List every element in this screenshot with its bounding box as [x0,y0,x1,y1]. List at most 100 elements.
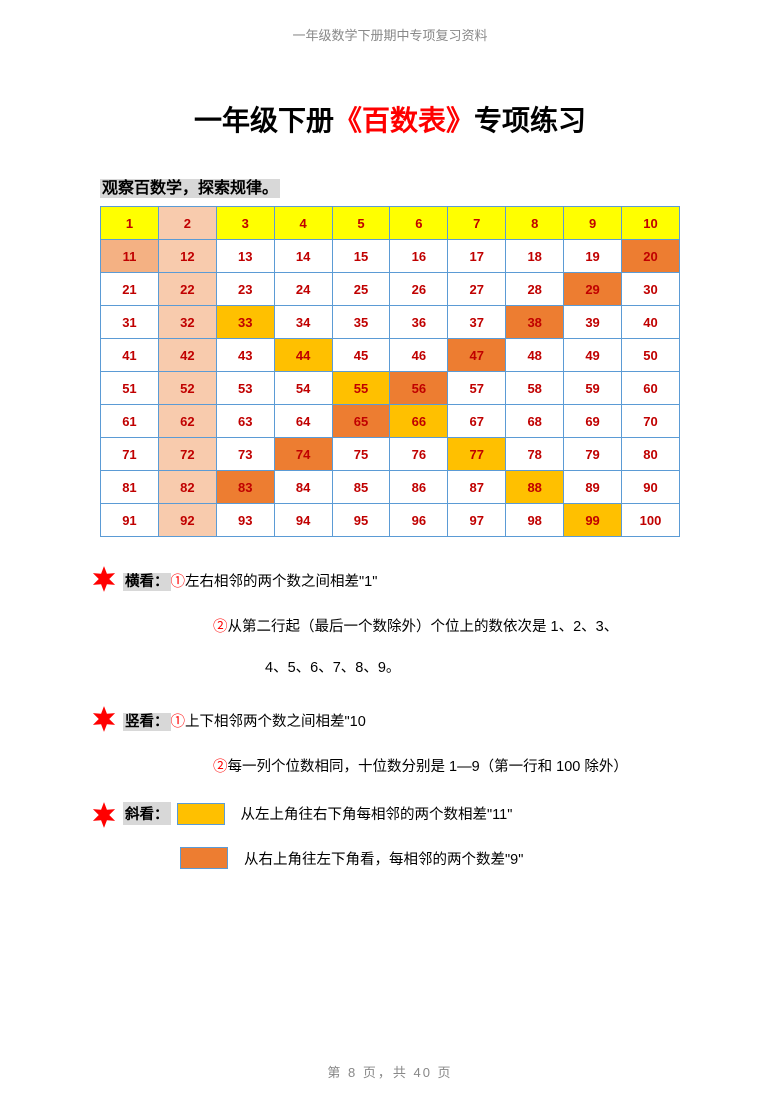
table-cell: 85 [332,471,390,504]
table-cell: 32 [158,306,216,339]
star-icon [90,801,118,829]
table-cell: 47 [448,339,506,372]
table-cell: 27 [448,273,506,306]
table-cell: 67 [448,405,506,438]
table-cell: 17 [448,240,506,273]
table-cell: 53 [216,372,274,405]
heng-row: 横看：①左右相邻的两个数之间相差"1" [90,562,720,603]
table-cell: 33 [216,306,274,339]
table-cell: 36 [390,306,448,339]
table-row: 41424344454647484950 [101,339,680,372]
shu-circ-1: ① [171,714,186,730]
table-cell: 29 [564,273,622,306]
table-cell: 62 [158,405,216,438]
table-cell: 41 [101,339,159,372]
table-cell: 13 [216,240,274,273]
table-cell: 84 [274,471,332,504]
table-cell: 79 [564,438,622,471]
table-cell: 75 [332,438,390,471]
title-suffix: 专项练习 [474,105,586,136]
table-row: 71727374757677787980 [101,438,680,471]
table-cell: 25 [332,273,390,306]
page-header: 一年级数学下册期中专项复习资料 [0,0,780,44]
table-cell: 91 [101,504,159,537]
table-cell: 10 [622,207,680,240]
table-cell: 23 [216,273,274,306]
table-cell: 11 [101,240,159,273]
table-row: 11121314151617181920 [101,240,680,273]
table-cell: 92 [158,504,216,537]
table-cell: 12 [158,240,216,273]
table-cell: 73 [216,438,274,471]
table-row: 919293949596979899100 [101,504,680,537]
table-cell: 95 [332,504,390,537]
section-title: 观察百数学，探索规律。 [100,174,780,198]
table-cell: 20 [622,240,680,273]
title-prefix: 一年级下册 [194,105,334,136]
table-cell: 40 [622,306,680,339]
table-cell: 76 [390,438,448,471]
table-cell: 78 [506,438,564,471]
table-cell: 60 [622,372,680,405]
table-cell: 63 [216,405,274,438]
table-cell: 97 [448,504,506,537]
table-cell: 52 [158,372,216,405]
xie-label: 斜看： [123,802,171,825]
main-title: 一年级下册《百数表》专项练习 [0,99,780,139]
table-cell: 37 [448,306,506,339]
table-cell: 35 [332,306,390,339]
table-cell: 65 [332,405,390,438]
star-icon [90,565,118,593]
xie-row: 斜看： 从左上角往右下角每相邻的两个数相差"11" [90,798,780,829]
table-cell: 55 [332,372,390,405]
table-cell: 70 [622,405,680,438]
shu-text-1: 上下相邻两个数之间相差"10 [185,714,366,730]
table-cell: 48 [506,339,564,372]
table-cell: 16 [390,240,448,273]
table-row: 31323334353637383940 [101,306,680,339]
table-cell: 72 [158,438,216,471]
table-cell: 59 [564,372,622,405]
table-cell: 80 [622,438,680,471]
table-cell: 7 [448,207,506,240]
table-cell: 61 [101,405,159,438]
table-cell: 2 [158,207,216,240]
table-cell: 66 [390,405,448,438]
notes-section: 横看：①左右相邻的两个数之间相差"1" ②从第二行起（最后一个数除外）个位上的数… [90,562,720,786]
table-cell: 8 [506,207,564,240]
xie-row-2: 从右上角往左下角看，每相邻的两个数差"9" [174,847,780,869]
table-cell: 82 [158,471,216,504]
table-cell: 18 [506,240,564,273]
heng-circ-1: ① [171,574,186,590]
table-cell: 49 [564,339,622,372]
table-cell: 45 [332,339,390,372]
heng-line-2: ②从第二行起（最后一个数除外）个位上的数依次是 1、2、3、 [213,609,720,647]
table-cell: 1 [101,207,159,240]
table-cell: 86 [390,471,448,504]
heng-label: 横看： [123,573,171,591]
table-cell: 6 [390,207,448,240]
table-cell: 58 [506,372,564,405]
table-cell: 22 [158,273,216,306]
table-cell: 28 [506,273,564,306]
table-row: 12345678910 [101,207,680,240]
table-cell: 54 [274,372,332,405]
table-cell: 43 [216,339,274,372]
table-cell: 99 [564,504,622,537]
legend-amber-box [177,803,225,825]
table-cell: 74 [274,438,332,471]
table-cell: 71 [101,438,159,471]
table-row: 21222324252627282930 [101,273,680,306]
table-cell: 68 [506,405,564,438]
table-cell: 87 [448,471,506,504]
table-cell: 89 [564,471,622,504]
table-row: 61626364656667686970 [101,405,680,438]
shu-line-2: ②每一列个位数相同，十位数分别是 1—9（第一行和 100 除外） [213,749,720,787]
shu-label: 竖看： [123,713,171,731]
shu-row: 竖看：①上下相邻两个数之间相差"10 [90,702,720,743]
hundred-table: 1234567891011121314151617181920212223242… [100,206,680,537]
table-cell: 51 [101,372,159,405]
table-cell: 98 [506,504,564,537]
star-icon [90,705,118,733]
table-cell: 5 [332,207,390,240]
